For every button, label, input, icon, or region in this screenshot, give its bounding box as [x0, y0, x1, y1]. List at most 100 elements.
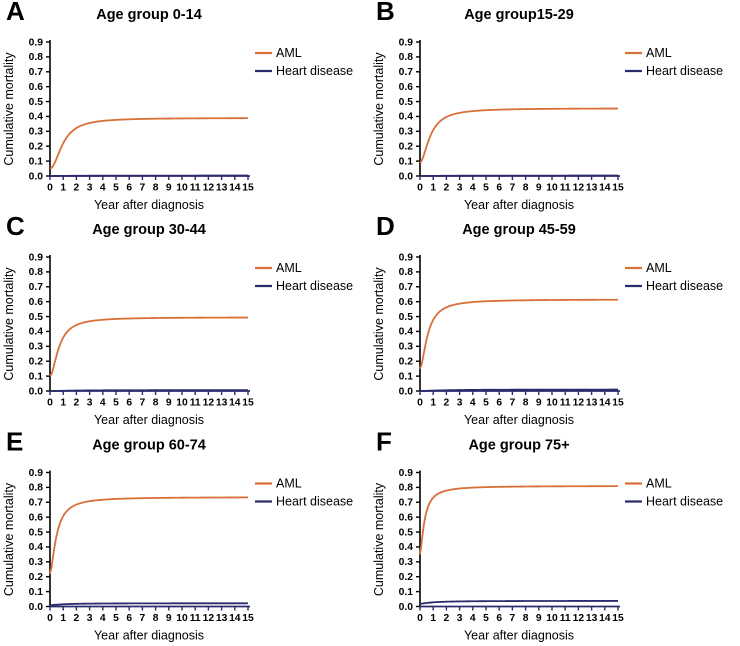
svg-text:12: 12 — [573, 398, 585, 409]
svg-text:7: 7 — [140, 398, 146, 409]
svg-text:2: 2 — [74, 398, 80, 409]
svg-text:0.6: 0.6 — [399, 297, 414, 308]
svg-text:Age group 75+: Age group 75+ — [468, 438, 569, 454]
svg-text:13: 13 — [216, 613, 228, 624]
svg-text:0.3: 0.3 — [399, 127, 414, 138]
svg-text:0.9: 0.9 — [29, 468, 44, 479]
svg-text:0.5: 0.5 — [399, 97, 414, 108]
svg-text:12: 12 — [203, 613, 215, 624]
svg-text:1: 1 — [430, 398, 436, 409]
svg-text:0.3: 0.3 — [29, 557, 44, 568]
svg-text:0.1: 0.1 — [29, 156, 44, 167]
svg-text:0: 0 — [417, 398, 423, 409]
svg-text:6: 6 — [126, 613, 132, 624]
svg-text:7: 7 — [140, 183, 146, 194]
svg-text:7: 7 — [510, 183, 516, 194]
svg-text:0.8: 0.8 — [399, 267, 414, 278]
svg-text:Year after diagnosis: Year after diagnosis — [464, 629, 574, 643]
svg-text:3: 3 — [87, 398, 93, 409]
svg-text:1: 1 — [430, 183, 436, 194]
svg-text:Year after diagnosis: Year after diagnosis — [94, 413, 204, 427]
svg-text:Year after diagnosis: Year after diagnosis — [94, 198, 204, 212]
svg-text:0: 0 — [47, 183, 53, 194]
svg-text:Heart disease: Heart disease — [276, 64, 353, 78]
svg-text:8: 8 — [523, 398, 529, 409]
svg-text:9: 9 — [536, 183, 542, 194]
svg-text:Heart disease: Heart disease — [646, 279, 723, 293]
svg-text:2: 2 — [444, 613, 450, 624]
svg-text:0: 0 — [417, 613, 423, 624]
svg-text:11: 11 — [560, 613, 571, 624]
svg-text:0.5: 0.5 — [29, 97, 44, 108]
svg-text:11: 11 — [190, 613, 201, 624]
svg-text:E: E — [6, 430, 23, 457]
svg-text:15: 15 — [612, 398, 624, 409]
svg-text:Year after diagnosis: Year after diagnosis — [94, 629, 204, 643]
svg-text:10: 10 — [176, 613, 188, 624]
svg-text:14: 14 — [229, 613, 241, 624]
svg-text:0.9: 0.9 — [399, 252, 414, 263]
svg-text:0.2: 0.2 — [399, 357, 414, 368]
svg-text:13: 13 — [586, 183, 598, 194]
svg-text:0.9: 0.9 — [29, 37, 44, 48]
svg-text:Heart disease: Heart disease — [646, 495, 723, 509]
svg-text:Heart disease: Heart disease — [646, 64, 723, 78]
svg-text:9: 9 — [536, 613, 542, 624]
svg-text:Cumulative mortality: Cumulative mortality — [372, 482, 386, 596]
svg-text:1: 1 — [60, 183, 66, 194]
svg-text:3: 3 — [457, 613, 463, 624]
svg-text:0.7: 0.7 — [29, 282, 44, 293]
svg-text:0.8: 0.8 — [29, 52, 44, 63]
svg-text:3: 3 — [87, 183, 93, 194]
svg-text:0.5: 0.5 — [399, 312, 414, 323]
svg-text:F: F — [376, 430, 392, 457]
svg-text:15: 15 — [612, 183, 624, 194]
svg-text:0.2: 0.2 — [29, 357, 44, 368]
svg-text:C: C — [6, 215, 25, 241]
svg-text:9: 9 — [166, 398, 172, 409]
svg-text:0.4: 0.4 — [29, 542, 44, 553]
svg-text:Cumulative mortality: Cumulative mortality — [2, 482, 16, 596]
svg-text:11: 11 — [190, 398, 201, 409]
svg-text:11: 11 — [190, 183, 201, 194]
svg-text:5: 5 — [483, 398, 489, 409]
svg-text:14: 14 — [229, 183, 241, 194]
svg-text:0.6: 0.6 — [399, 82, 414, 93]
svg-text:0.0: 0.0 — [399, 171, 414, 182]
svg-text:0.5: 0.5 — [29, 312, 44, 323]
svg-text:3: 3 — [457, 183, 463, 194]
svg-text:10: 10 — [546, 398, 558, 409]
svg-text:0.1: 0.1 — [399, 156, 414, 167]
svg-text:0.6: 0.6 — [399, 512, 414, 523]
svg-text:Cumulative mortality: Cumulative mortality — [2, 267, 16, 381]
svg-text:14: 14 — [599, 613, 611, 624]
svg-text:4: 4 — [470, 398, 476, 409]
svg-text:0.7: 0.7 — [399, 498, 414, 509]
svg-text:10: 10 — [546, 613, 558, 624]
svg-text:6: 6 — [496, 183, 502, 194]
svg-text:0.6: 0.6 — [29, 82, 44, 93]
svg-text:0.9: 0.9 — [399, 468, 414, 479]
svg-text:0.4: 0.4 — [29, 112, 44, 123]
svg-text:Age group15-29: Age group15-29 — [464, 7, 574, 23]
svg-text:Year after diagnosis: Year after diagnosis — [464, 413, 574, 427]
svg-text:7: 7 — [510, 398, 516, 409]
svg-text:Year after diagnosis: Year after diagnosis — [464, 198, 574, 212]
svg-text:AML: AML — [646, 477, 672, 491]
svg-text:5: 5 — [483, 183, 489, 194]
svg-text:0.8: 0.8 — [399, 52, 414, 63]
svg-text:8: 8 — [153, 613, 159, 624]
svg-text:2: 2 — [74, 613, 80, 624]
svg-text:0.4: 0.4 — [399, 327, 414, 338]
svg-text:0.0: 0.0 — [29, 171, 44, 182]
svg-text:5: 5 — [113, 183, 119, 194]
svg-text:5: 5 — [113, 613, 119, 624]
svg-text:5: 5 — [483, 613, 489, 624]
svg-text:15: 15 — [242, 398, 254, 409]
svg-text:12: 12 — [573, 613, 585, 624]
svg-text:6: 6 — [496, 613, 502, 624]
svg-text:6: 6 — [126, 398, 132, 409]
svg-text:6: 6 — [496, 398, 502, 409]
svg-text:0.8: 0.8 — [399, 483, 414, 494]
svg-text:B: B — [376, 0, 395, 26]
